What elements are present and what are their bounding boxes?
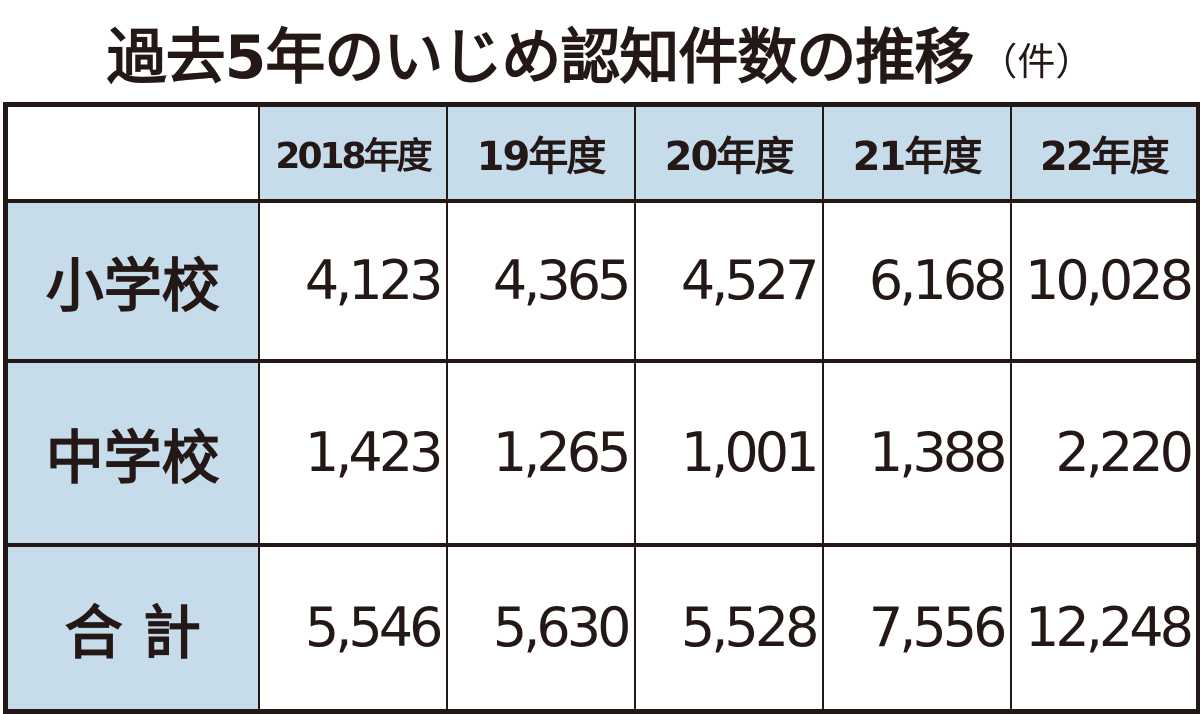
table-cell: 10,028 [1009, 199, 1200, 362]
table-cell: 2,220 [1009, 358, 1200, 546]
table-cell: 1,388 [821, 358, 1012, 546]
table-cell: 4,365 [445, 199, 636, 362]
corner-cell [4, 103, 260, 203]
column-header-2021: 21年度 [821, 103, 1012, 203]
table-header-row: 2018年度 19年度 20年度 21年度 22年度 [4, 103, 1200, 203]
table-cell: 12,248 [1009, 542, 1200, 713]
table-cell: 5,528 [633, 542, 824, 713]
table-row-total: 合 計 5,546 5,630 5,528 7,556 12,248 [4, 542, 1200, 713]
table-row-elementary: 小学校 4,123 4,365 4,527 6,168 10,028 [4, 199, 1200, 362]
row-header-elementary: 小学校 [4, 199, 260, 362]
column-header-2020: 20年度 [633, 103, 824, 203]
bullying-cases-table: 2018年度 19年度 20年度 21年度 22年度 小学校 4,123 4,3… [3, 102, 1200, 714]
title-main: 過去5年のいじめ認知件数の推移 [106, 22, 975, 93]
table-cell: 1,423 [257, 358, 448, 546]
table-cell: 5,546 [257, 542, 448, 713]
table-cell: 6,168 [821, 199, 1012, 362]
column-header-2022: 22年度 [1009, 103, 1200, 203]
table-cell: 4,123 [257, 199, 448, 362]
chart-title: 過去5年のいじめ認知件数の推移 （件） [0, 4, 1200, 100]
row-header-total: 合 計 [4, 542, 260, 713]
table-cell: 7,556 [821, 542, 1012, 713]
table-row-junior-high: 中学校 1,423 1,265 1,001 1,388 2,220 [4, 358, 1200, 546]
column-header-2018: 2018年度 [257, 103, 448, 203]
table-cell: 4,527 [633, 199, 824, 362]
table-cell: 1,001 [633, 358, 824, 546]
table-cell: 1,265 [445, 358, 636, 546]
table-cell: 5,630 [445, 542, 636, 713]
row-header-junior-high: 中学校 [4, 358, 260, 546]
title-unit: （件） [979, 39, 1094, 84]
column-header-2019: 19年度 [445, 103, 636, 203]
